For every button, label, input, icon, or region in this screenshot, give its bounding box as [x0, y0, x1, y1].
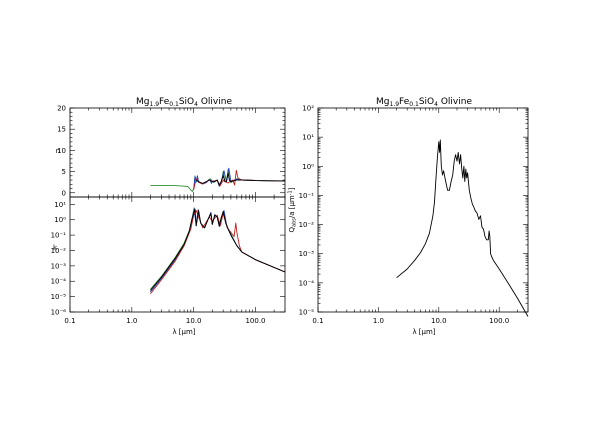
right-chart-lines	[396, 139, 529, 317]
panel-k-y-tick-label: 10¹	[54, 201, 66, 209]
panel-k-y-tick-label: 10⁻²	[51, 247, 67, 255]
panel-k-series-line	[150, 208, 286, 293]
panel-n-y-tick-label: 0	[62, 189, 66, 197]
right-y-tick-label: 10⁻¹	[299, 192, 315, 200]
panel-k-y-tick-label: 10⁻⁴	[51, 278, 67, 286]
panel-k-frame	[69, 196, 286, 313]
panel-k-y-tick-label: 10⁰	[54, 216, 66, 224]
panel-k-lines	[150, 207, 286, 295]
right-chart-xlabel: λ [μm]	[412, 328, 435, 336]
panel-k-y-tick-label: 10⁻¹	[51, 232, 67, 240]
panel-n-y-tick-label: 20	[57, 105, 66, 113]
right-y-tick-label: 10⁻⁴	[299, 279, 315, 287]
right-x-tick-label: 0.1	[312, 317, 323, 325]
left-chart: Mg1.9Fe0.1SiO4 Olivine 0 5 10 15 20 0.1 1.0 10…	[51, 97, 286, 336]
left-x-tick-label: 100.0	[245, 317, 265, 325]
panel-n-lines	[150, 167, 286, 192]
panel-k-y-tick-label: 10⁻⁵	[51, 293, 67, 301]
right-chart-frame	[317, 107, 529, 313]
left-chart-xlabel: λ [μm]	[172, 328, 195, 336]
right-y-tick-label: 10²	[302, 105, 314, 113]
panel-k-series-line	[150, 208, 286, 291]
right-y-tick-label: 10⁻³	[299, 250, 315, 258]
panel-k-y-tick-label: 10⁻³	[51, 262, 67, 270]
right-y-tick-label: 10⁻⁵	[299, 309, 315, 317]
left-x-tick-label: 10.0	[186, 317, 202, 325]
panel-n-y-tick-label: 10	[57, 147, 66, 155]
right-x-tick-label: 1.0	[373, 317, 384, 325]
right-series-line	[396, 139, 529, 317]
panel-n-frame	[69, 107, 286, 198]
left-x-tick-label: 0.1	[64, 317, 75, 325]
panel-n-y-tick-label: 15	[57, 126, 66, 134]
left-chart-title: Mg1.9Fe0.1SiO4 Olivine	[136, 97, 232, 108]
panel-n-series-line	[195, 172, 286, 186]
right-chart: Mg1.9Fe0.1SiO4 Olivine 0.1 1.0 10.0 100.0 10…	[288, 97, 529, 336]
panel-k-y-tick-label: 10⁻⁶	[51, 309, 67, 317]
right-chart-ticks: 0.1 1.0 10.0 100.0 10⁻⁵ 10⁻⁴ 10⁻³ 10⁻² 10⁻¹ 10⁰ 10…	[299, 105, 529, 325]
panel-n-y-tick-label: 5	[62, 168, 66, 176]
right-y-tick-label: 10⁻²	[299, 221, 315, 229]
panel-k-ticks: 0.1 1.0 10.0 100.0 10⁻⁶ 10⁻⁵ 10⁻⁴ 10⁻³ 10⁻² 10⁻¹ 1…	[51, 197, 286, 325]
panel-n-series-line	[150, 169, 286, 192]
panel-n-ticks: 0 5 10 15 20	[57, 105, 286, 198]
left-x-tick-label: 1.0	[126, 317, 137, 325]
right-chart-ylabel: Qabs/a [μm-1]	[288, 187, 298, 232]
right-x-tick-label: 10.0	[431, 317, 447, 325]
right-y-tick-label: 10¹	[302, 134, 314, 142]
panel-k-ylabel: k	[53, 244, 58, 252]
panel-n-ylabel: n	[56, 147, 60, 155]
right-chart-title: Mg1.9Fe0.1SiO4 Olivine	[376, 97, 472, 108]
panel-k-series-line	[150, 210, 286, 295]
right-y-tick-label: 10⁰	[302, 163, 314, 171]
right-x-tick-label: 100.0	[489, 317, 509, 325]
